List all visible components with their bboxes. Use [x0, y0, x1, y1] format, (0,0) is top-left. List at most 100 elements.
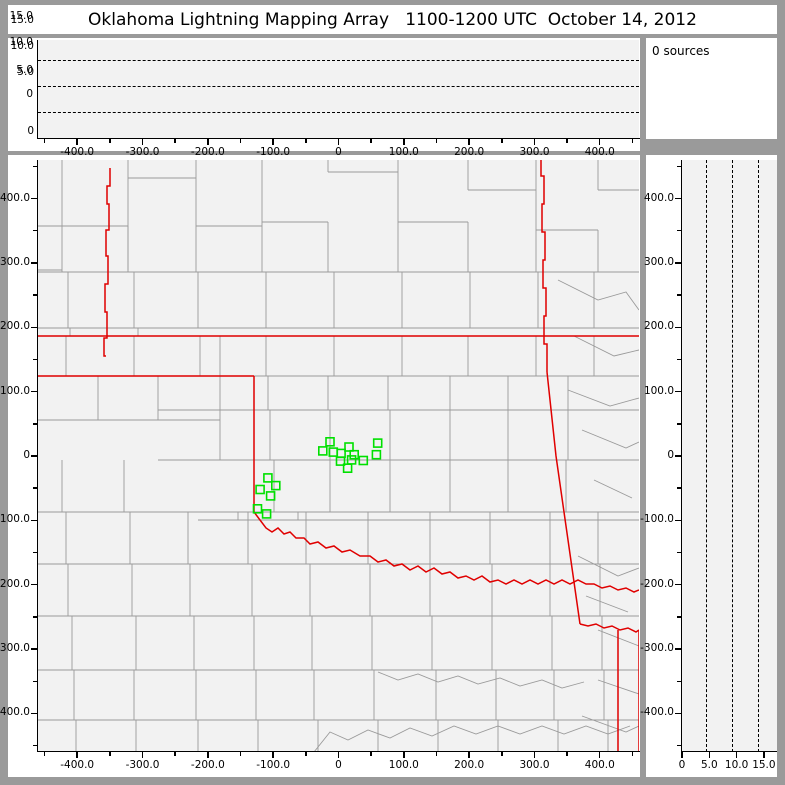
map-ytick-8 [31, 712, 37, 715]
th-y-axis [37, 40, 39, 139]
map-ytick-minor [33, 744, 37, 747]
map-xtick-label-1: -300.0 [125, 759, 160, 771]
he-ytick-label-7: -300.0 [640, 642, 674, 655]
map-svg [38, 160, 639, 752]
lma-source-marker [336, 448, 346, 459]
he-xtick-3 [763, 752, 765, 758]
th-xtick-minor [370, 139, 372, 143]
map-ytick-minor [33, 487, 37, 489]
map-ytick-1 [31, 262, 37, 264]
lma-source-marker [255, 484, 265, 495]
map-ytick-label-6: -200.0 [0, 577, 30, 590]
plan-view-plot-area[interactable] [38, 160, 639, 752]
map-ytick-label-5: -100.0 [0, 513, 30, 526]
he-ytick-4 [675, 455, 681, 457]
map-ytick-label-2: 200.0 [0, 320, 30, 333]
he-xtick-label-2: 10.0 [724, 759, 749, 771]
map-y-axis [37, 160, 39, 752]
he-xtick-label-0: 0 [678, 759, 686, 771]
he-xtick-2 [735, 752, 738, 758]
th-gridline-5 [38, 112, 639, 113]
th-xtick-minor [43, 139, 46, 143]
map-xtick-minor [174, 752, 176, 756]
map-ytick-minor [33, 551, 37, 554]
th-xtick-minor [501, 139, 503, 143]
lma-source-marker [349, 449, 360, 460]
map-xtick-3 [272, 752, 274, 758]
th-xtick-4 [337, 139, 340, 145]
map-xtick-7 [533, 752, 536, 758]
map-xtick-8 [599, 752, 601, 758]
map-xtick-minor [566, 752, 568, 756]
he-ytick-6 [675, 583, 681, 586]
map-ytick-7 [31, 648, 37, 650]
lma-source-marker [261, 509, 272, 519]
th-ytick-label-5: 5.0 [17, 66, 34, 78]
map-ytick-label-8: -400.0 [0, 706, 30, 719]
th-xtick-2 [207, 139, 209, 145]
map-xtick-label-5: 100.0 [388, 759, 419, 771]
map-xtick-0 [76, 752, 78, 758]
map-ytick-4 [31, 455, 37, 457]
he-y-axis [681, 160, 683, 752]
he-ytick-minor [677, 680, 681, 682]
he-ytick-label-1: 300.0 [643, 255, 674, 268]
he-ytick-label-5: -100.0 [640, 513, 674, 526]
lma-source-marker [252, 503, 263, 514]
th-xtick-minor [239, 139, 242, 143]
he-ytick-5 [675, 519, 681, 522]
he-ytick-label-6: -200.0 [640, 577, 674, 590]
he-ytick-label-3: 100.0 [643, 384, 674, 397]
th-ytick-0: 0 [26, 88, 33, 100]
map-x-axis [37, 751, 640, 753]
he-xtick-label-3: 15.0 [752, 759, 776, 771]
th-xtick-minor [435, 139, 438, 143]
he-ytick-minor [677, 616, 681, 618]
he-ytick-minor [677, 551, 681, 554]
he-gridline-10 [732, 160, 733, 752]
lma-source-marker [271, 480, 281, 491]
th-xtick-minor [631, 139, 634, 143]
map-ytick-0 [31, 197, 37, 200]
lma-source-marker [371, 449, 382, 460]
map-xtick-4 [337, 752, 340, 758]
map-ytick-minor [33, 358, 37, 361]
th-xtick-minor [174, 139, 176, 143]
lma-source-marker [317, 446, 328, 456]
map-ytick-label-7: -300.0 [0, 642, 30, 655]
he-ytick-1 [675, 262, 681, 264]
map-xtick-label-0: -400.0 [60, 759, 95, 771]
he-ytick-minor [677, 487, 681, 489]
map-xtick-minor [501, 752, 503, 756]
map-ytick-6 [31, 583, 37, 586]
he-xtick-0 [681, 752, 683, 758]
title-bar: Oklahoma Lightning Mapping Array 1100-12… [8, 5, 777, 34]
he-ytick-0 [675, 197, 681, 200]
th-xtick-8 [599, 139, 601, 145]
height-east-plot-area [682, 160, 777, 752]
he-ytick-label-2: 200.0 [643, 320, 674, 333]
county-boundaries [38, 160, 639, 752]
map-xtick-label-7: 300.0 [519, 759, 550, 771]
map-xtick-2 [207, 752, 209, 758]
map-ytick-label-1: 300.0 [0, 255, 30, 268]
page-title: Oklahoma Lightning Mapping Array 1100-12… [88, 9, 697, 30]
th-xtick-6 [468, 139, 470, 145]
he-ytick-label-4: 0 [667, 449, 674, 461]
lma-source-marker [263, 473, 273, 483]
he-ytick-label-0: 400.0 [643, 191, 674, 204]
map-ytick-minor [33, 423, 37, 425]
he-ytick-minor [677, 165, 681, 168]
he-ytick-minor [677, 230, 681, 232]
time-height-plot-area [38, 40, 639, 139]
source-count-panel: 0 sources [646, 38, 777, 139]
th-ytick-10: 10.0 [9, 36, 33, 48]
he-ytick-3 [675, 390, 681, 393]
map-xtick-minor [435, 752, 438, 756]
th-xtick-1 [141, 139, 144, 145]
map-ytick-minor [33, 230, 37, 232]
th-ytick-label-0: 0 [27, 125, 34, 137]
map-xtick-1 [141, 752, 144, 758]
lma-source-marker [344, 442, 354, 452]
